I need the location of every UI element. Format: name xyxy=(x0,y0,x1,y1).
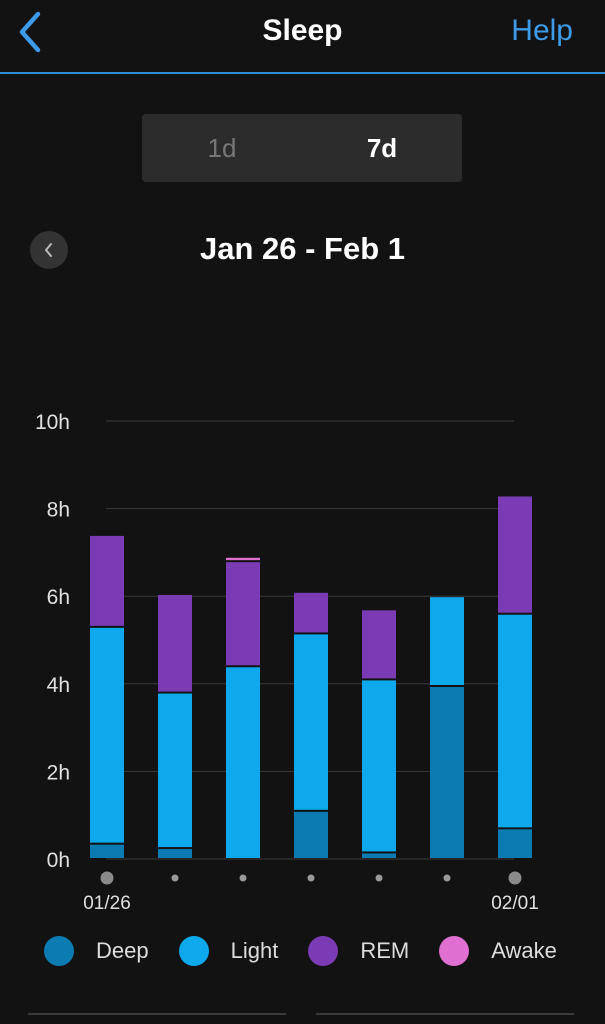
legend-swatch-light xyxy=(178,936,209,966)
y-tick-label: 2h xyxy=(47,761,70,784)
y-tick-label: 6h xyxy=(47,586,70,609)
header-bar: Sleep Help xyxy=(0,0,605,74)
bar-segment-deep xyxy=(90,844,124,858)
legend-swatch-awake xyxy=(439,936,470,966)
bar-segment-light xyxy=(158,693,192,848)
legend-label-light: Light xyxy=(230,938,279,963)
y-tick-label: 4h xyxy=(47,674,70,697)
bar-segment-rem xyxy=(498,496,532,613)
bar-segment-light xyxy=(226,667,260,858)
bar-segment-light xyxy=(498,614,532,828)
legend-item-light: Light xyxy=(178,936,279,966)
chevron-left-icon xyxy=(45,243,52,257)
back-button[interactable] xyxy=(8,8,52,56)
legend-label-awake: Awake xyxy=(491,938,557,963)
bar-segment-awake xyxy=(226,557,260,561)
bar-segment-rem xyxy=(294,592,328,633)
tab-1d[interactable]: 1d xyxy=(207,132,237,163)
legend-label-deep: Deep xyxy=(96,938,149,963)
x-axis-day-marker xyxy=(171,874,179,882)
bar-segment-rem xyxy=(226,562,260,666)
period-selector: 1d 7d xyxy=(142,114,462,182)
legend-item-deep: Deep xyxy=(44,936,149,966)
x-axis-day-marker xyxy=(443,874,451,882)
bottom-divider-left xyxy=(28,1013,286,1015)
bar-segment-light xyxy=(294,634,328,810)
legend-item-rem: REM xyxy=(308,936,409,966)
legend-swatch-rem xyxy=(308,936,339,966)
legend-item-awake: Awake xyxy=(439,936,557,966)
legend-swatch-deep xyxy=(44,936,74,966)
bar-segment-deep xyxy=(498,829,532,858)
tab-7d[interactable]: 7d xyxy=(366,132,398,163)
bar-segment-rem xyxy=(362,610,396,679)
page-title: Sleep xyxy=(262,14,343,47)
bar-segment-deep xyxy=(158,849,192,858)
y-tick-label: 10h xyxy=(35,411,70,434)
bottom-divider-right xyxy=(316,1013,574,1015)
bar-segment-light xyxy=(90,627,124,843)
chevron-left-icon xyxy=(19,11,41,53)
x-tick-label: 01/26 xyxy=(83,893,131,914)
bar-segment-deep xyxy=(430,686,464,858)
sleep-stacked-bar-chart: 0h 2h 4h 6h 8h 10h 01/26 02/01 xyxy=(35,411,539,914)
x-axis-day-marker xyxy=(375,874,383,882)
y-tick-label: 0h xyxy=(47,849,70,872)
x-axis-day-marker xyxy=(100,871,114,885)
x-axis-day-marker xyxy=(508,871,522,885)
previous-period-button[interactable] xyxy=(30,231,68,269)
bar-segment-light xyxy=(430,597,464,685)
x-tick-label: 02/01 xyxy=(491,893,539,914)
bar-segment-deep xyxy=(294,811,328,858)
bar-segment-rem xyxy=(158,595,192,692)
x-axis-day-marker xyxy=(239,874,247,882)
chart-legend: Deep Light REM Awake xyxy=(44,934,557,968)
legend-label-rem: REM xyxy=(360,938,410,963)
bar-segment-deep xyxy=(362,853,396,858)
bar-segment-light xyxy=(362,680,396,852)
y-tick-label: 8h xyxy=(47,499,70,522)
date-range-title: Jan 26 - Feb 1 xyxy=(199,231,406,266)
bar-segment-rem xyxy=(90,535,124,626)
x-axis-day-marker xyxy=(307,874,315,882)
help-link[interactable]: Help xyxy=(511,14,573,47)
